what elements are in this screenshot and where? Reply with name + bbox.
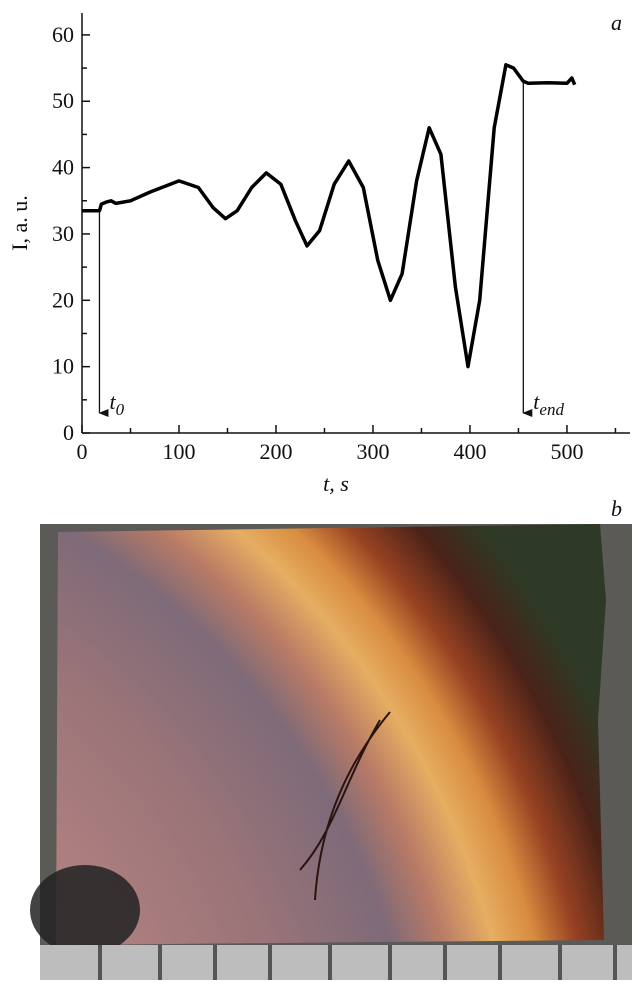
x-tick-label: 0 (77, 439, 88, 464)
panel-label: a (611, 10, 622, 35)
y-tick-label: 20 (52, 287, 74, 312)
y-tick-label: 30 (52, 221, 74, 246)
panel-label: b (611, 496, 622, 521)
plot-area: 0 10 20 30 40 50 60 0 100 200 300 400 500 t, s I, a. u… (7, 13, 630, 496)
x-tick-label: 100 (162, 439, 195, 464)
photo (30, 524, 632, 980)
fiber (299, 711, 391, 901)
x-tick-label: 300 (356, 439, 389, 464)
y-tick-label: 60 (52, 22, 74, 47)
y-axis-label: I, a. u. (7, 195, 32, 251)
annotation-subscript: 0 (116, 400, 125, 419)
x-tick-label: 500 (550, 439, 583, 464)
annotation-symbol: t (533, 389, 540, 414)
annotation-subscript: end (539, 400, 564, 419)
x-tick-label: 200 (259, 439, 292, 464)
ruler (40, 945, 632, 980)
y-tick-label: 0 (63, 420, 74, 445)
annotation: tend (533, 389, 564, 419)
y-tick-label: 10 (52, 354, 74, 379)
y-tick-label: 40 (52, 155, 74, 180)
y-tick-label: 50 (52, 88, 74, 113)
dark-spot (30, 865, 140, 955)
x-axis-label: t, s (323, 471, 349, 496)
annotation-symbol: t (109, 389, 116, 414)
data-line (82, 63, 577, 369)
ruler-ticks (98, 945, 617, 980)
film-sample (56, 524, 606, 945)
x-tick-label: 400 (453, 439, 486, 464)
annotation: t0 (109, 389, 124, 419)
